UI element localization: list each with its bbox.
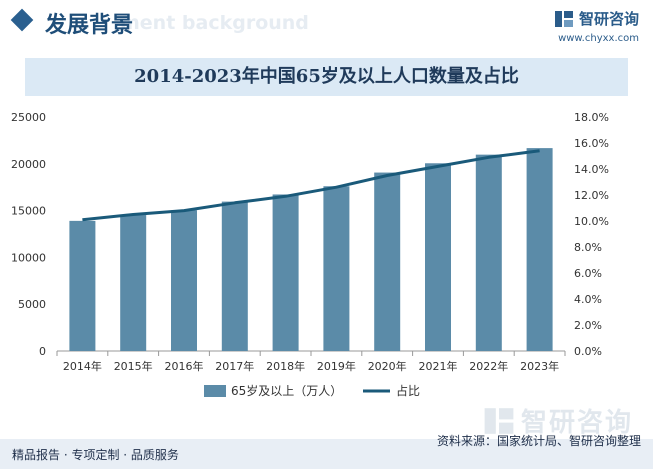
bar — [374, 172, 401, 351]
bar — [323, 186, 350, 351]
bar — [120, 215, 147, 351]
y-right-tick-label: 10.0% — [574, 215, 609, 228]
y-right-tick-label: 4.0% — [574, 293, 602, 306]
y-right-tick-label: 18.0% — [574, 111, 609, 124]
x-tick-label: 2022年 — [469, 359, 508, 373]
brand-url: www.chyxx.com — [558, 33, 639, 44]
line-path — [82, 149, 540, 222]
y-right-tick-label: 0.0% — [574, 345, 602, 358]
diamond-icon — [10, 8, 34, 32]
line-series — [82, 149, 540, 222]
y-axis-right-labels: 0.0% 2.0% 4.0% 6.0% 8.0% 10.0% 12.0% 14.0% 16.0%… — [574, 111, 609, 358]
y-right-tick-label: 16.0% — [574, 137, 609, 150]
bar — [425, 163, 451, 351]
data-source: 资料来源：国家统计局、智研咨询整理 — [436, 434, 641, 448]
y-right-tick-label: 12.0% — [574, 189, 609, 202]
brand-icon — [554, 10, 573, 27]
x-tick-label: 2021年 — [419, 359, 458, 373]
brand-name: 智研咨询 — [578, 10, 639, 28]
y-right-tick-label: 14.0% — [574, 163, 609, 176]
legend-bar-label: 65岁及以上（万人） — [231, 383, 342, 398]
y-left-tick-label: 0 — [39, 345, 46, 358]
legend-bar-swatch — [204, 385, 226, 397]
x-tick-label: 2023年 — [520, 359, 559, 373]
footer-tagline: 精品报告 · 专项定制 · 品质服务 — [12, 448, 179, 462]
chart-title: 2014-2023年中国65岁及以上人口数量及占比 — [134, 66, 519, 87]
watermark-name: 智研咨询 — [520, 408, 633, 438]
y-left-tick-label: 5000 — [18, 298, 46, 311]
bar — [171, 210, 197, 351]
chart-title-banner: 2014-2023年中国65岁及以上人口数量及占比 — [25, 58, 628, 96]
x-axis-labels: 2014年 2015年 2016年 2017年 2018年 2019年 2020年 2021年… — [63, 359, 559, 373]
chart: 2014年 2015年 2016年 2017年 2018年 2019年 2020年 2021年… — [11, 111, 609, 398]
brand-logo: 智研咨询 — [554, 8, 639, 29]
bar — [475, 154, 502, 351]
x-tick-label: 2020年 — [368, 359, 407, 373]
watermark-icon — [484, 407, 514, 434]
chart-axes — [56, 350, 566, 356]
y-right-tick-label: 6.0% — [574, 267, 602, 280]
bar — [69, 220, 96, 351]
legend: 65岁及以上（万人） 占比 — [204, 383, 420, 398]
y-left-tick-label: 10000 — [11, 251, 46, 264]
y-right-tick-label: 8.0% — [574, 241, 602, 254]
y-left-tick-label: 20000 — [11, 158, 46, 171]
x-tick-label: 2014年 — [63, 359, 102, 373]
y-left-tick-label: 25000 — [11, 111, 46, 124]
watermark-logo: 智研咨询 — [483, 402, 633, 439]
bar — [272, 194, 299, 351]
legend-line-label: 占比 — [396, 383, 420, 398]
footer: 精品报告 · 专项定制 · 品质服务 资料来源：国家统计局、智研咨询整理 — [0, 434, 653, 469]
bar-series — [69, 148, 553, 351]
section-ghost-text: ment background — [120, 12, 309, 34]
y-left-tick-label: 15000 — [11, 205, 46, 218]
y-axis-left-labels: 0 5000 10000 15000 20000 25000 — [11, 111, 46, 358]
header: ment background 发展背景 智研咨询 www.chyxx.com — [0, 0, 653, 50]
bar — [526, 148, 553, 351]
x-tick-label: 2019年 — [317, 359, 356, 373]
bar — [221, 201, 248, 351]
y-right-tick-label: 2.0% — [574, 319, 602, 332]
x-tick-label: 2017年 — [215, 359, 254, 373]
section-title: 发展背景 — [45, 13, 134, 38]
x-tick-label: 2015年 — [114, 359, 153, 373]
x-tick-label: 2018年 — [266, 359, 305, 373]
x-tick-label: 2016年 — [165, 359, 204, 373]
